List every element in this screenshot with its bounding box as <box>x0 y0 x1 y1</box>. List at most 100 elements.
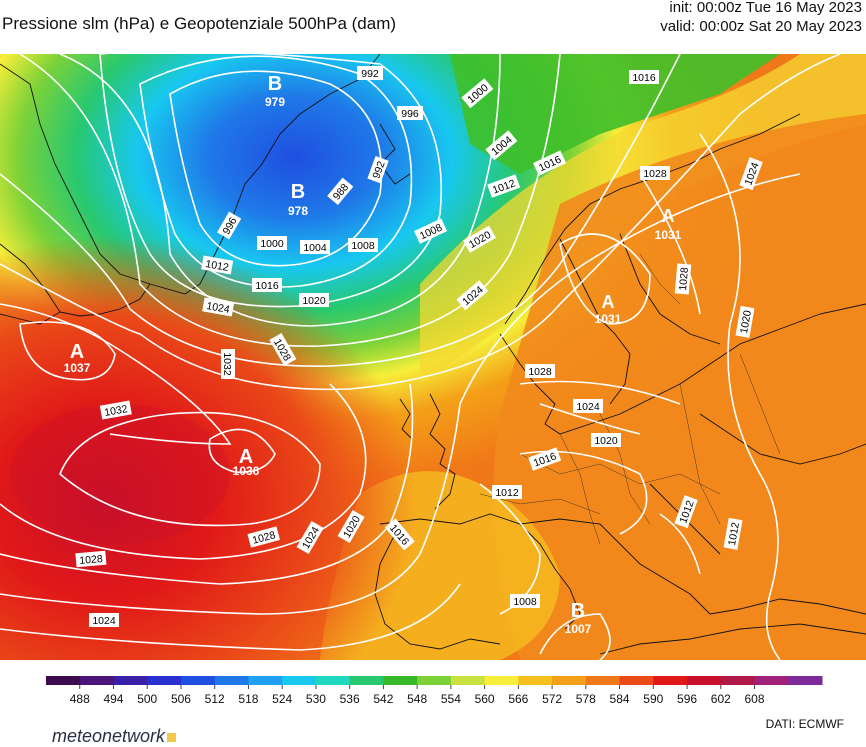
colorbar-tick-label: 584 <box>610 692 630 706</box>
brand-logo: meteonetwork <box>52 726 177 747</box>
logo-mark <box>167 733 177 742</box>
center-value: 1007 <box>565 622 592 636</box>
colorbar-cell <box>383 676 418 685</box>
isobar-label: 1016 <box>632 72 656 84</box>
isobar-label: 996 <box>401 108 419 120</box>
colorbar-tick-label: 500 <box>137 692 157 706</box>
center-letter: A <box>70 341 84 363</box>
colorbar-cell <box>282 676 317 685</box>
colorbar-cell <box>113 676 148 685</box>
isobar-label: 1024 <box>205 300 230 316</box>
isobar-label: 1028 <box>251 529 277 547</box>
isobar-label: 1032 <box>103 403 128 419</box>
colorbar-tick-label: 578 <box>576 692 596 706</box>
colorbar-cell <box>518 676 553 685</box>
colorbar-cell <box>79 676 114 685</box>
isobar-label: 1028 <box>677 267 691 291</box>
colorbar-cell <box>619 676 654 685</box>
colorbar-cell <box>552 676 587 685</box>
center-value: 1036 <box>233 464 260 478</box>
isobar-label: 1028 <box>643 168 667 180</box>
isobar-label: 1004 <box>303 242 327 254</box>
isobar-label: 1024 <box>92 615 116 627</box>
center-value: 1031 <box>655 228 682 242</box>
valid-time: valid: 00:00z Sat 20 May 2023 <box>660 18 862 35</box>
isobar-label: 1024 <box>576 401 600 413</box>
deep-red-core <box>10 404 230 544</box>
center-value: 1037 <box>64 361 91 375</box>
colorbar-tick-label: 602 <box>711 692 731 706</box>
colorbar-cell <box>46 676 81 685</box>
colorbar-tick-label: 494 <box>103 692 123 706</box>
center-letter: B <box>571 600 585 622</box>
center-letter: B <box>291 181 305 203</box>
colorbar-cell <box>450 676 486 685</box>
center-letter: B <box>268 73 282 95</box>
isobar-label: 1020 <box>738 309 754 334</box>
colorbar-cell <box>349 676 384 685</box>
isobar-label: 1028 <box>79 553 103 567</box>
pressure-centers: B 979 B 978 A 1037 A 1036 A 1031 A 1031 … <box>64 73 682 636</box>
colorbar-tick-label: 488 <box>70 692 90 706</box>
run-info: init: 00:00z Tue 16 May 2023 valid: 00:0… <box>660 0 862 36</box>
logo-text: meteonetwork <box>52 726 166 746</box>
weather-map: 992 996 1000 1004 1008 1012 1016 1020 10… <box>0 54 866 660</box>
data-source: DATI: ECMWF <box>765 717 844 731</box>
isobar-label: 1008 <box>351 240 375 252</box>
colorbar-tick-label: 560 <box>475 692 495 706</box>
colorbar-cell <box>788 676 823 685</box>
isobar-label: 992 <box>361 68 379 80</box>
colorbar-cell <box>147 676 182 685</box>
center-letter: A <box>662 206 675 226</box>
colorbar-tick-label: 542 <box>373 692 393 706</box>
colorbar-cell <box>417 676 452 685</box>
isobar-label: 1032 <box>221 352 233 376</box>
center-value: 1031 <box>595 312 622 326</box>
center-letter: A <box>239 446 253 468</box>
colorbar-cell <box>720 676 756 685</box>
colorbar-cell <box>484 676 519 685</box>
country-borders <box>479 253 781 545</box>
isobar-label: 1012 <box>495 487 519 499</box>
orange-field-east <box>493 114 866 660</box>
colorbar-cell <box>754 676 789 685</box>
isobar-label: 1016 <box>255 280 279 292</box>
isobar-label: 1012 <box>726 521 742 546</box>
colorbar-tick-label: 572 <box>542 692 562 706</box>
colorbar-cell <box>214 676 249 685</box>
colorbar: 488 494 500 506 512 518 524 530 536 542 548 554 560 5… <box>46 676 823 706</box>
green-band-east <box>450 54 780 174</box>
colorbar-cell <box>687 676 722 685</box>
colorbar-cell <box>248 676 283 685</box>
center-value: 979 <box>265 95 285 109</box>
isobar-label: 1020 <box>594 435 618 447</box>
colorbar-tick-label: 536 <box>340 692 360 706</box>
colorbar-tick-label: 566 <box>508 692 528 706</box>
isobar-label: 1020 <box>302 295 326 307</box>
colorbar-tick-label: 524 <box>272 692 292 706</box>
colorbar-tick-label: 512 <box>205 692 225 706</box>
colorbar-cell <box>315 676 351 685</box>
isobars <box>0 54 841 660</box>
isobar-label: 1028 <box>528 366 552 378</box>
center-value: 978 <box>288 204 308 218</box>
colorbar-cell <box>180 676 216 685</box>
colorbar-tick-label: 518 <box>238 692 258 706</box>
coastlines <box>0 54 866 655</box>
isobar-label: 1008 <box>513 596 537 608</box>
colorbar-tick-label: 530 <box>306 692 326 706</box>
center-letter: A <box>602 292 615 312</box>
colorbar-cell <box>653 676 688 685</box>
colorbar-tick-label: 590 <box>643 692 663 706</box>
isobar-label: 1000 <box>260 238 284 250</box>
isobar-label: 1012 <box>204 258 229 274</box>
colorbar-tick-label: 548 <box>407 692 427 706</box>
chart-title: Pressione slm (hPa) e Geopotenziale 500h… <box>2 14 397 33</box>
colorbar-tick-label: 596 <box>677 692 697 706</box>
colorbar-cell <box>585 676 621 685</box>
colorbar-tick-label: 554 <box>441 692 461 706</box>
colorbar-tick-label: 506 <box>171 692 191 706</box>
isobar-label: 992 <box>370 160 387 181</box>
colorbar-tick-label: 608 <box>745 692 765 706</box>
init-time: init: 00:00z Tue 16 May 2023 <box>669 0 862 16</box>
